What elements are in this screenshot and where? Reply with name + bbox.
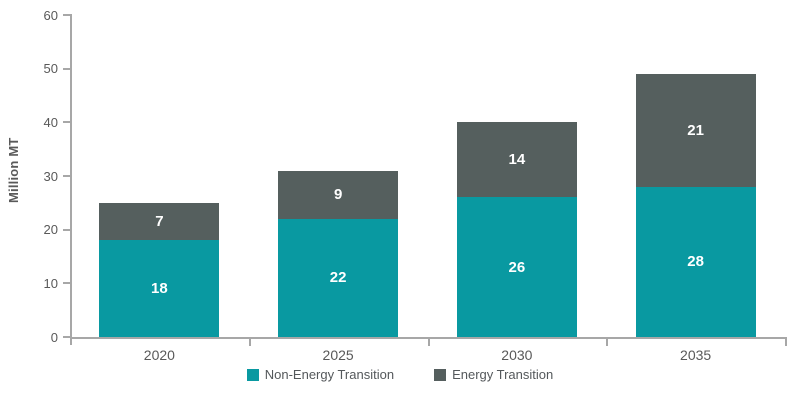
bar-segment-non-energy-transition (278, 218, 399, 337)
y-tick-mark (63, 282, 70, 285)
y-tick-label: 60 (43, 7, 58, 23)
bar-segment-non-energy-transition (635, 186, 756, 337)
legend-label: Energy Transition (452, 367, 554, 382)
y-tick-mark (63, 121, 70, 124)
y-axis-title: Million MT (6, 137, 21, 203)
legend-swatch (246, 368, 259, 381)
y-tick-mark (63, 14, 70, 16)
x-tick-mark (785, 339, 787, 346)
bar-segment-non-energy-transition (456, 197, 577, 337)
bar-value-label: 21 (687, 121, 704, 139)
bar-value-label: 9 (333, 186, 343, 204)
x-category-label: 2035 (680, 347, 712, 363)
bar-value-label: 28 (687, 253, 704, 271)
x-tick-mark (427, 339, 430, 346)
y-tick-label: 30 (43, 168, 58, 184)
bar-segment-non-energy-transition (99, 240, 220, 337)
y-tick-label: 50 (43, 61, 58, 77)
bar-value-label: 14 (508, 151, 526, 169)
bar-segment-energy-transition (456, 122, 577, 198)
legend-label: Non-Energy Transition (264, 367, 395, 382)
y-tick-label: 0 (50, 329, 58, 345)
legend-item-non-energy-transition: Non-Energy Transition (246, 367, 395, 382)
x-tick-mark (248, 339, 251, 346)
bar-segment-energy-transition (278, 170, 399, 219)
bar-value-label: 18 (151, 280, 168, 298)
y-tick-mark (63, 175, 70, 177)
y-axis-line (70, 14, 72, 345)
x-category-label: 2025 (322, 347, 354, 363)
y-tick-label: 20 (43, 222, 58, 238)
x-axis-line (70, 337, 787, 339)
y-tick-mark (63, 336, 70, 338)
legend: Non-Energy Transition Energy Transition (0, 367, 800, 382)
bar-value-label: 26 (508, 258, 526, 276)
bar-segment-energy-transition (99, 202, 220, 241)
x-category-label: 2020 (143, 347, 175, 363)
y-tick-mark (63, 67, 70, 70)
bar-value-label: 22 (329, 269, 347, 287)
legend-item-energy-transition: Energy Transition (434, 367, 553, 382)
y-tick-label: 40 (43, 114, 58, 130)
x-tick-mark (606, 339, 609, 346)
bar-value-label: 7 (155, 213, 164, 231)
x-category-label: 2030 (501, 347, 533, 363)
legend-swatch (434, 368, 447, 381)
y-tick-label: 10 (43, 275, 58, 291)
bar-segment-energy-transition (635, 74, 756, 187)
y-tick-mark (63, 228, 70, 231)
